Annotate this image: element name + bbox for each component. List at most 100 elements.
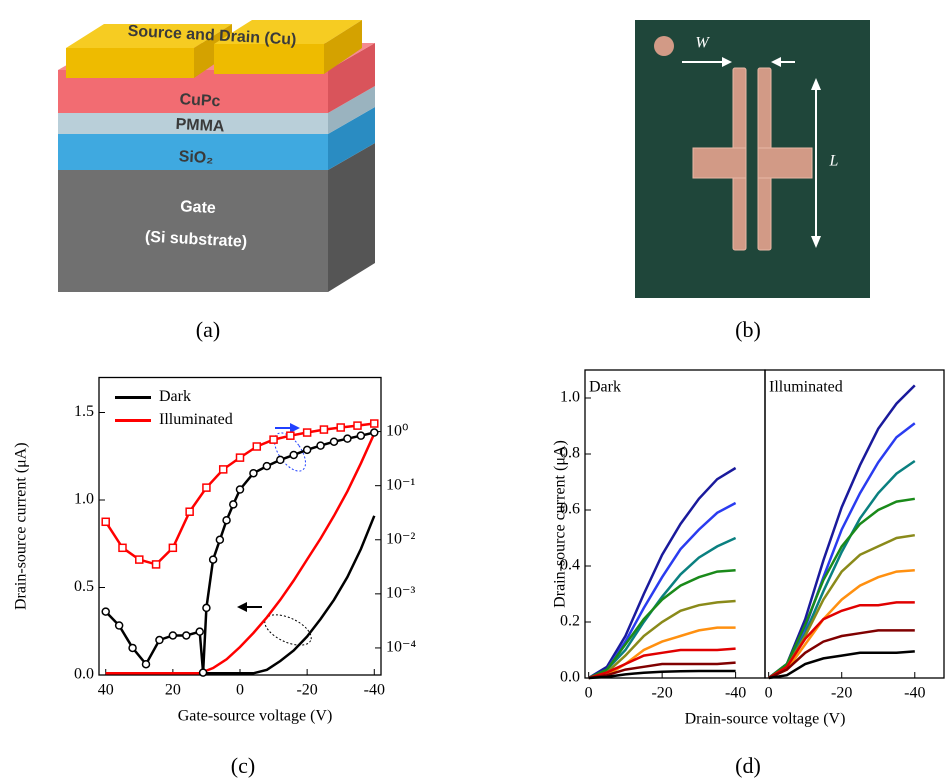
marker — [196, 628, 203, 635]
marker — [210, 556, 217, 563]
layer-label: Gate — [180, 198, 217, 217]
x-tick-label: 40 — [98, 682, 114, 699]
marker — [203, 604, 210, 611]
marker — [331, 438, 338, 445]
figure: Source and Drain (Cu) CuPc PMMA SiO₂ Gat… — [0, 0, 946, 782]
marker — [250, 470, 257, 477]
plot-frame — [99, 378, 381, 676]
y-tick-label: 0.5 — [74, 578, 94, 595]
x-tick-label: -40 — [725, 685, 746, 702]
marker — [200, 669, 207, 676]
y-axis-label: Drain-source current (μA) — [13, 442, 30, 610]
marker — [357, 432, 364, 439]
marker — [237, 486, 244, 493]
y-axis-label: Drain-source current (μA) — [552, 440, 569, 608]
marker — [371, 420, 378, 427]
caption: (b) — [735, 317, 761, 342]
marker — [102, 518, 109, 525]
x-tick-label: 0 — [765, 685, 773, 702]
marker — [102, 608, 109, 615]
marker — [354, 422, 361, 429]
marker — [119, 544, 126, 551]
y-tick-label: 1.0 — [74, 491, 94, 508]
series-line — [106, 516, 375, 674]
y2-tick-label: 10⁻³ — [386, 585, 415, 602]
marker — [237, 454, 244, 461]
y-tick-label: 1.0 — [560, 389, 580, 406]
y2-tick-label: 10⁰ — [386, 422, 408, 439]
panel-title: Illuminated — [769, 379, 843, 396]
y2-tick-label: 10⁻⁴ — [386, 639, 416, 656]
panel-title: Dark — [589, 379, 621, 396]
marker — [371, 429, 378, 436]
y-tick-label: 1.5 — [74, 403, 94, 420]
x-tick-label: -20 — [831, 685, 852, 702]
marker — [317, 442, 324, 449]
x-tick-label: -20 — [296, 682, 317, 699]
x-axis-label: Drain-source voltage (V) — [685, 711, 846, 728]
marker — [153, 561, 160, 568]
pad-dot — [654, 36, 674, 56]
marker — [223, 517, 230, 524]
marker — [337, 424, 344, 431]
y-tick-label: 0.0 — [560, 669, 580, 686]
x-tick-label: -20 — [651, 685, 672, 702]
marker — [169, 544, 176, 551]
marker — [169, 632, 176, 639]
marker — [344, 435, 351, 442]
marker — [290, 451, 297, 458]
series-line — [106, 433, 375, 673]
marker — [203, 484, 210, 491]
marker — [304, 429, 311, 436]
marker — [230, 501, 237, 508]
marker — [220, 466, 227, 473]
dimension-label: W — [695, 35, 710, 52]
plot-frame — [765, 370, 944, 678]
annotation-arrow-head — [237, 602, 247, 612]
x-tick-label: -40 — [904, 685, 925, 702]
y-tick-label: 0.2 — [560, 613, 580, 630]
caption: (c) — [231, 753, 255, 778]
y2-tick-label: 10⁻¹ — [386, 476, 415, 493]
y2-tick-label: 10⁻² — [386, 530, 415, 547]
marker — [287, 432, 294, 439]
marker — [129, 644, 136, 651]
marker — [186, 508, 193, 515]
series-line — [769, 461, 915, 678]
marker — [263, 463, 270, 470]
series-line — [106, 434, 375, 674]
marker — [304, 446, 311, 453]
y-tick-label: 0.0 — [74, 666, 94, 683]
marker — [270, 436, 277, 443]
marker — [183, 632, 190, 639]
electrode-arm — [693, 148, 746, 178]
x-tick-label: -40 — [364, 682, 385, 699]
layer-label: SiO₂ — [178, 148, 214, 167]
marker — [143, 661, 150, 668]
marker — [216, 536, 223, 543]
plot-frame — [585, 370, 765, 678]
legend-label: Illuminated — [159, 411, 233, 428]
marker — [277, 456, 284, 463]
dimension-label: L — [829, 153, 839, 170]
marker — [116, 622, 123, 629]
x-axis-label: Gate-source voltage (V) — [178, 708, 333, 725]
marker — [156, 637, 163, 644]
series-line — [589, 538, 736, 678]
device-schematic: Source and Drain (Cu) CuPc PMMA SiO₂ Gat… — [58, 20, 375, 292]
caption: (a) — [196, 317, 220, 342]
marker — [253, 443, 260, 450]
marker — [320, 426, 327, 433]
legend-label: Dark — [159, 388, 191, 405]
series-line — [769, 499, 915, 678]
pad-front — [214, 44, 324, 74]
layer-label: CuPc — [179, 91, 221, 110]
electrode-arm — [758, 148, 812, 178]
x-tick-label: 20 — [165, 682, 181, 699]
layer-label: PMMA — [175, 116, 225, 136]
x-tick-label: 0 — [585, 685, 593, 702]
x-tick-label: 0 — [236, 682, 244, 699]
device-photo: W L — [635, 20, 870, 298]
pad-front — [66, 48, 194, 78]
marker — [136, 556, 143, 563]
